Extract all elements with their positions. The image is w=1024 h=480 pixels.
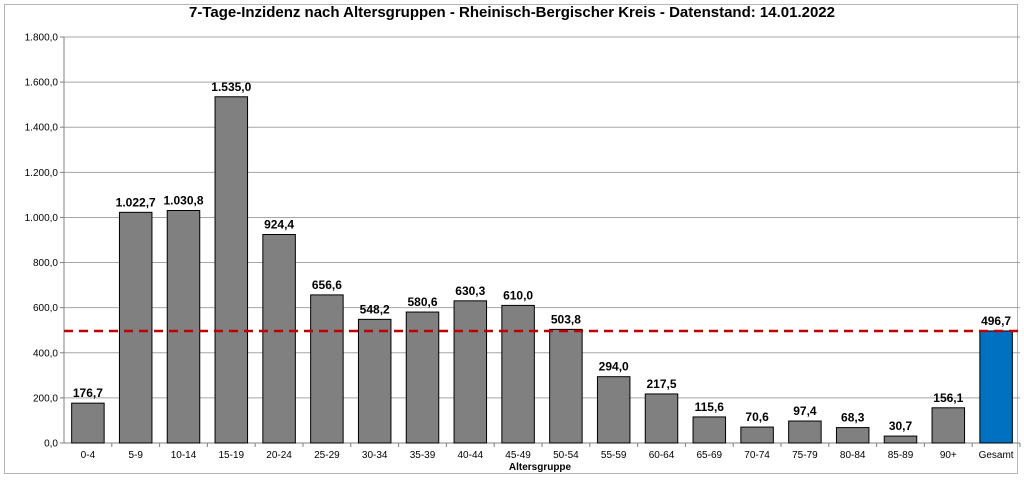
y-tick-label: 1.200,0 (25, 168, 59, 179)
data-label: 548,2 (360, 302, 390, 316)
x-tick-label: 70-74 (744, 450, 770, 461)
x-tick-label: 85-89 (888, 450, 914, 461)
x-tick-label: 40-44 (458, 450, 484, 461)
x-tick-label: 10-14 (171, 450, 197, 461)
y-tick-label: 1.400,0 (25, 123, 59, 134)
bars (71, 96, 1013, 444)
data-label: 924,4 (264, 217, 294, 231)
bar-60-64 (644, 393, 679, 444)
x-tick-label: 5-9 (128, 450, 143, 461)
data-label: 30,7 (889, 419, 913, 433)
bar-30-34 (357, 318, 392, 444)
x-tick-label: 20-24 (266, 450, 292, 461)
bar-85-89 (883, 435, 918, 444)
bar-5-9 (118, 211, 153, 444)
bar-65-69 (692, 416, 727, 444)
x-tick-label: 80-84 (840, 450, 866, 461)
y-tick-label: 800,0 (33, 258, 58, 269)
x-tick-label: 75-79 (792, 450, 818, 461)
x-axis-title: Altersgruppe (509, 462, 572, 473)
y-tick-label: 0,0 (44, 439, 58, 450)
y-tick-label: 600,0 (33, 303, 58, 314)
y-tick-label: 400,0 (33, 348, 58, 359)
x-tick-label: 0-4 (81, 450, 96, 461)
x-tick-label: 45-49 (505, 450, 531, 461)
data-label: 1.535,0 (211, 80, 251, 94)
x-tick-label: 25-29 (314, 450, 340, 461)
x-tick-label: Gesamt (979, 450, 1014, 461)
x-tick-label: 55-59 (601, 450, 627, 461)
data-label: 70,6 (745, 410, 769, 424)
x-tick-label: 35-39 (410, 450, 436, 461)
data-label: 1.022,7 (116, 195, 156, 209)
data-labels: 176,7 1.022,7 1.030,8 1.535,0 924,4 656,6 548,… (73, 80, 1012, 433)
bar-55-59 (596, 376, 631, 444)
data-label: 610,0 (503, 288, 533, 302)
data-label: 156,1 (933, 391, 963, 405)
y-tick-label: 1.600,0 (25, 78, 59, 89)
x-tick-label: 60-64 (649, 450, 675, 461)
data-label: 68,3 (841, 411, 865, 425)
bar-50-54 (549, 328, 583, 444)
bar-75-79 (788, 420, 822, 444)
data-label: 217,5 (646, 377, 676, 391)
data-label: 656,6 (312, 278, 342, 292)
bar-10-14 (166, 209, 201, 444)
data-label: 630,3 (455, 284, 485, 298)
y-tick-label: 1.000,0 (25, 213, 59, 224)
bar-90+ (931, 407, 966, 444)
bar-80-84 (835, 427, 870, 444)
bar-35-39 (405, 311, 440, 444)
data-label: 580,6 (407, 295, 437, 309)
bar-15-19 (214, 96, 249, 444)
data-label: 496,7 (981, 314, 1011, 328)
data-label: 115,6 (695, 400, 725, 414)
data-label: 1.030,8 (163, 193, 203, 207)
data-label: 97,4 (793, 404, 817, 418)
bar-0-4 (71, 402, 105, 444)
chart-title: 7-Tage-Inzidenz nach Altersgruppen - Rhe… (188, 4, 835, 21)
data-label: 294,0 (599, 360, 629, 374)
x-tick-label: 15-19 (219, 450, 245, 461)
bar-20-24 (262, 233, 296, 444)
data-label: 176,7 (73, 386, 103, 400)
x-tick-label: 50-54 (553, 450, 579, 461)
bar-70-74 (740, 426, 774, 444)
bar-40-44 (453, 300, 488, 444)
x-tick-label: 65-69 (697, 450, 723, 461)
data-label: 503,8 (551, 312, 581, 326)
bar-45-49 (501, 304, 535, 444)
y-tick-label: 200,0 (33, 393, 58, 404)
gridlines (64, 36, 1020, 399)
bar-25-29 (310, 294, 344, 444)
x-tick-label: 30-34 (362, 450, 388, 461)
y-tick-label: 1.800,0 (25, 33, 59, 44)
x-tick-label: 90+ (940, 450, 957, 461)
bar-Gesamt (979, 330, 1013, 444)
